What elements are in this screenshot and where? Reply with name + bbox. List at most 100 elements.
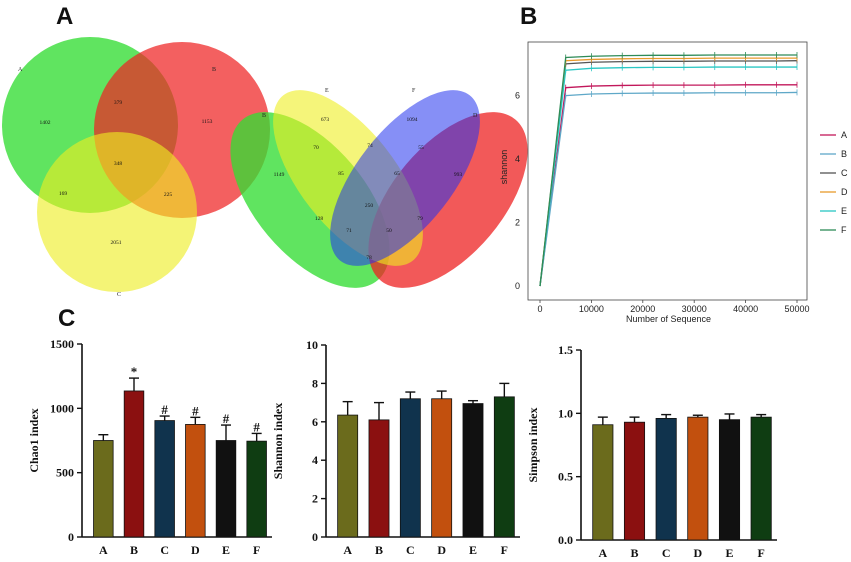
legend-label-d: D — [841, 187, 848, 197]
venn3-region-abc: 348 — [114, 161, 123, 167]
line-x-tick-label: 10000 — [579, 304, 604, 314]
bar-b — [123, 390, 145, 538]
bar-y-axis-label: Chao1 index — [27, 408, 41, 472]
venn4-region-b_only: 1149 — [274, 172, 285, 178]
venn3-region-bc: 225 — [164, 192, 173, 198]
line-x-tick-label: 20000 — [630, 304, 655, 314]
bar-y-tick-label: 1.5 — [558, 343, 573, 357]
bar-y-tick-label: 8 — [312, 376, 318, 390]
legend-label-b: B — [841, 149, 847, 159]
legend-label-a: A — [841, 130, 847, 140]
bar-category-label: D — [437, 543, 446, 557]
panel-label-a: A — [56, 3, 73, 30]
venn4-region-bfd: 71 — [346, 228, 352, 234]
bar-c — [154, 420, 175, 538]
bar-d — [431, 398, 453, 538]
bar-a — [93, 440, 114, 538]
venn4-region-bf: 128 — [315, 216, 324, 222]
panel-label-b: B — [520, 3, 537, 30]
line-y-tick-label: 0 — [515, 281, 520, 291]
bar-e — [215, 440, 237, 538]
bar-category-label: F — [757, 546, 764, 560]
bar-y-tick-label: 0 — [312, 530, 318, 544]
venn3-set-label-a: A — [18, 67, 23, 73]
venn3-region-ac: 169 — [59, 191, 68, 197]
line-series-f — [539, 54, 797, 287]
bar-e — [718, 419, 741, 541]
venn3-region-b-only: 1153 — [202, 119, 213, 125]
venn4-region-befd: 250 — [365, 203, 374, 209]
bar-y-tick-label: 4 — [312, 453, 318, 467]
line-series-e — [539, 66, 797, 287]
chao1-bar-chart: 0 500 1000 1500 Chao1 index A B * C # D # E # F # — [27, 337, 272, 557]
line-y-tick-label: 4 — [515, 154, 520, 164]
bar-y-axis-label: Shannon index — [271, 403, 285, 479]
bar-y-tick-label: 0.0 — [558, 533, 573, 547]
shannon-bar-chart: 0 2 4 6 8 10 Shannon index A B C D E F — [271, 338, 520, 557]
venn4-set-label-d: D — [473, 113, 478, 119]
venn3-region-c-only: 2051 — [111, 240, 122, 246]
bar-category-label: C — [160, 543, 169, 557]
bar-category-label: C — [406, 543, 415, 557]
bar-category-label: A — [99, 543, 108, 557]
significance-mark-b: * — [131, 364, 138, 379]
bar-f — [246, 440, 267, 538]
venn-diagram-3-set: A B C 1402 1153 2051 379 169 225 348 — [2, 37, 270, 298]
bar-b — [368, 419, 390, 538]
line-y-axis-label: shannon — [499, 150, 509, 185]
line-x-tick-label: 50000 — [784, 304, 809, 314]
panel-label-c: C — [58, 305, 75, 332]
bar-y-tick-label: 0.5 — [558, 470, 573, 484]
line-plot-frame — [527, 41, 808, 301]
rarefaction-line-chart: shannon Number of Sequence 0 2 4 6 0 10000 200… — [499, 41, 848, 324]
bar-f — [493, 396, 515, 538]
bar-category-label: F — [253, 543, 260, 557]
venn4-region-be: 70 — [313, 145, 319, 151]
venn4-region-fd: 55 — [418, 145, 424, 151]
bar-y-tick-label: 500 — [56, 466, 74, 480]
bar-category-label: E — [725, 546, 733, 560]
bar-category-label: D — [693, 546, 702, 560]
venn4-set-label-b: B — [262, 113, 266, 119]
line-x-tick-label: 40000 — [733, 304, 758, 314]
venn4-set-label-f: F — [412, 88, 416, 94]
bar-category-label: B — [630, 546, 638, 560]
significance-mark-f: # — [253, 419, 260, 434]
venn3-region-a-only: 1402 — [40, 120, 51, 126]
bar-y-tick-label: 0 — [68, 530, 74, 544]
venn4-region-e_only: 673 — [321, 117, 330, 123]
venn4-region-d_only: 993 — [454, 172, 463, 178]
line-x-tick-label: 0 — [537, 304, 542, 314]
bar-y-tick-label: 1000 — [50, 401, 74, 415]
venn4-region-bed: 50 — [386, 228, 392, 234]
bar-c — [655, 417, 677, 541]
line-x-tick-label: 30000 — [682, 304, 707, 314]
line-x-axis-label: Number of Sequence — [626, 314, 711, 324]
venn3-region-ab: 379 — [114, 100, 123, 106]
bar-d — [687, 416, 709, 541]
venn4-region-bef: 85 — [338, 171, 344, 177]
bar-y-tick-label: 2 — [312, 492, 318, 506]
line-series-a — [539, 84, 797, 287]
venn4-ellipse-f — [330, 90, 480, 266]
bar-c — [399, 398, 421, 538]
bar-category-label: E — [469, 543, 477, 557]
bar-y-tick-label: 1500 — [50, 337, 74, 351]
bar-category-label: A — [598, 546, 607, 560]
line-series-d — [539, 57, 797, 287]
venn4-region-f_only: 1094 — [407, 117, 418, 123]
line-y-tick-label: 2 — [515, 218, 520, 228]
bar-category-label: C — [662, 546, 671, 560]
line-y-tick-label: 6 — [515, 91, 520, 101]
line-series-b — [539, 91, 798, 287]
bar-category-label: D — [191, 543, 200, 557]
significance-mark-d: # — [192, 403, 199, 418]
bar-f — [750, 416, 772, 541]
bar-category-label: A — [343, 543, 352, 557]
bar-e — [462, 403, 484, 538]
legend-label-e: E — [841, 206, 847, 216]
bar-a — [337, 414, 359, 538]
bar-y-tick-label: 1.0 — [558, 406, 573, 420]
